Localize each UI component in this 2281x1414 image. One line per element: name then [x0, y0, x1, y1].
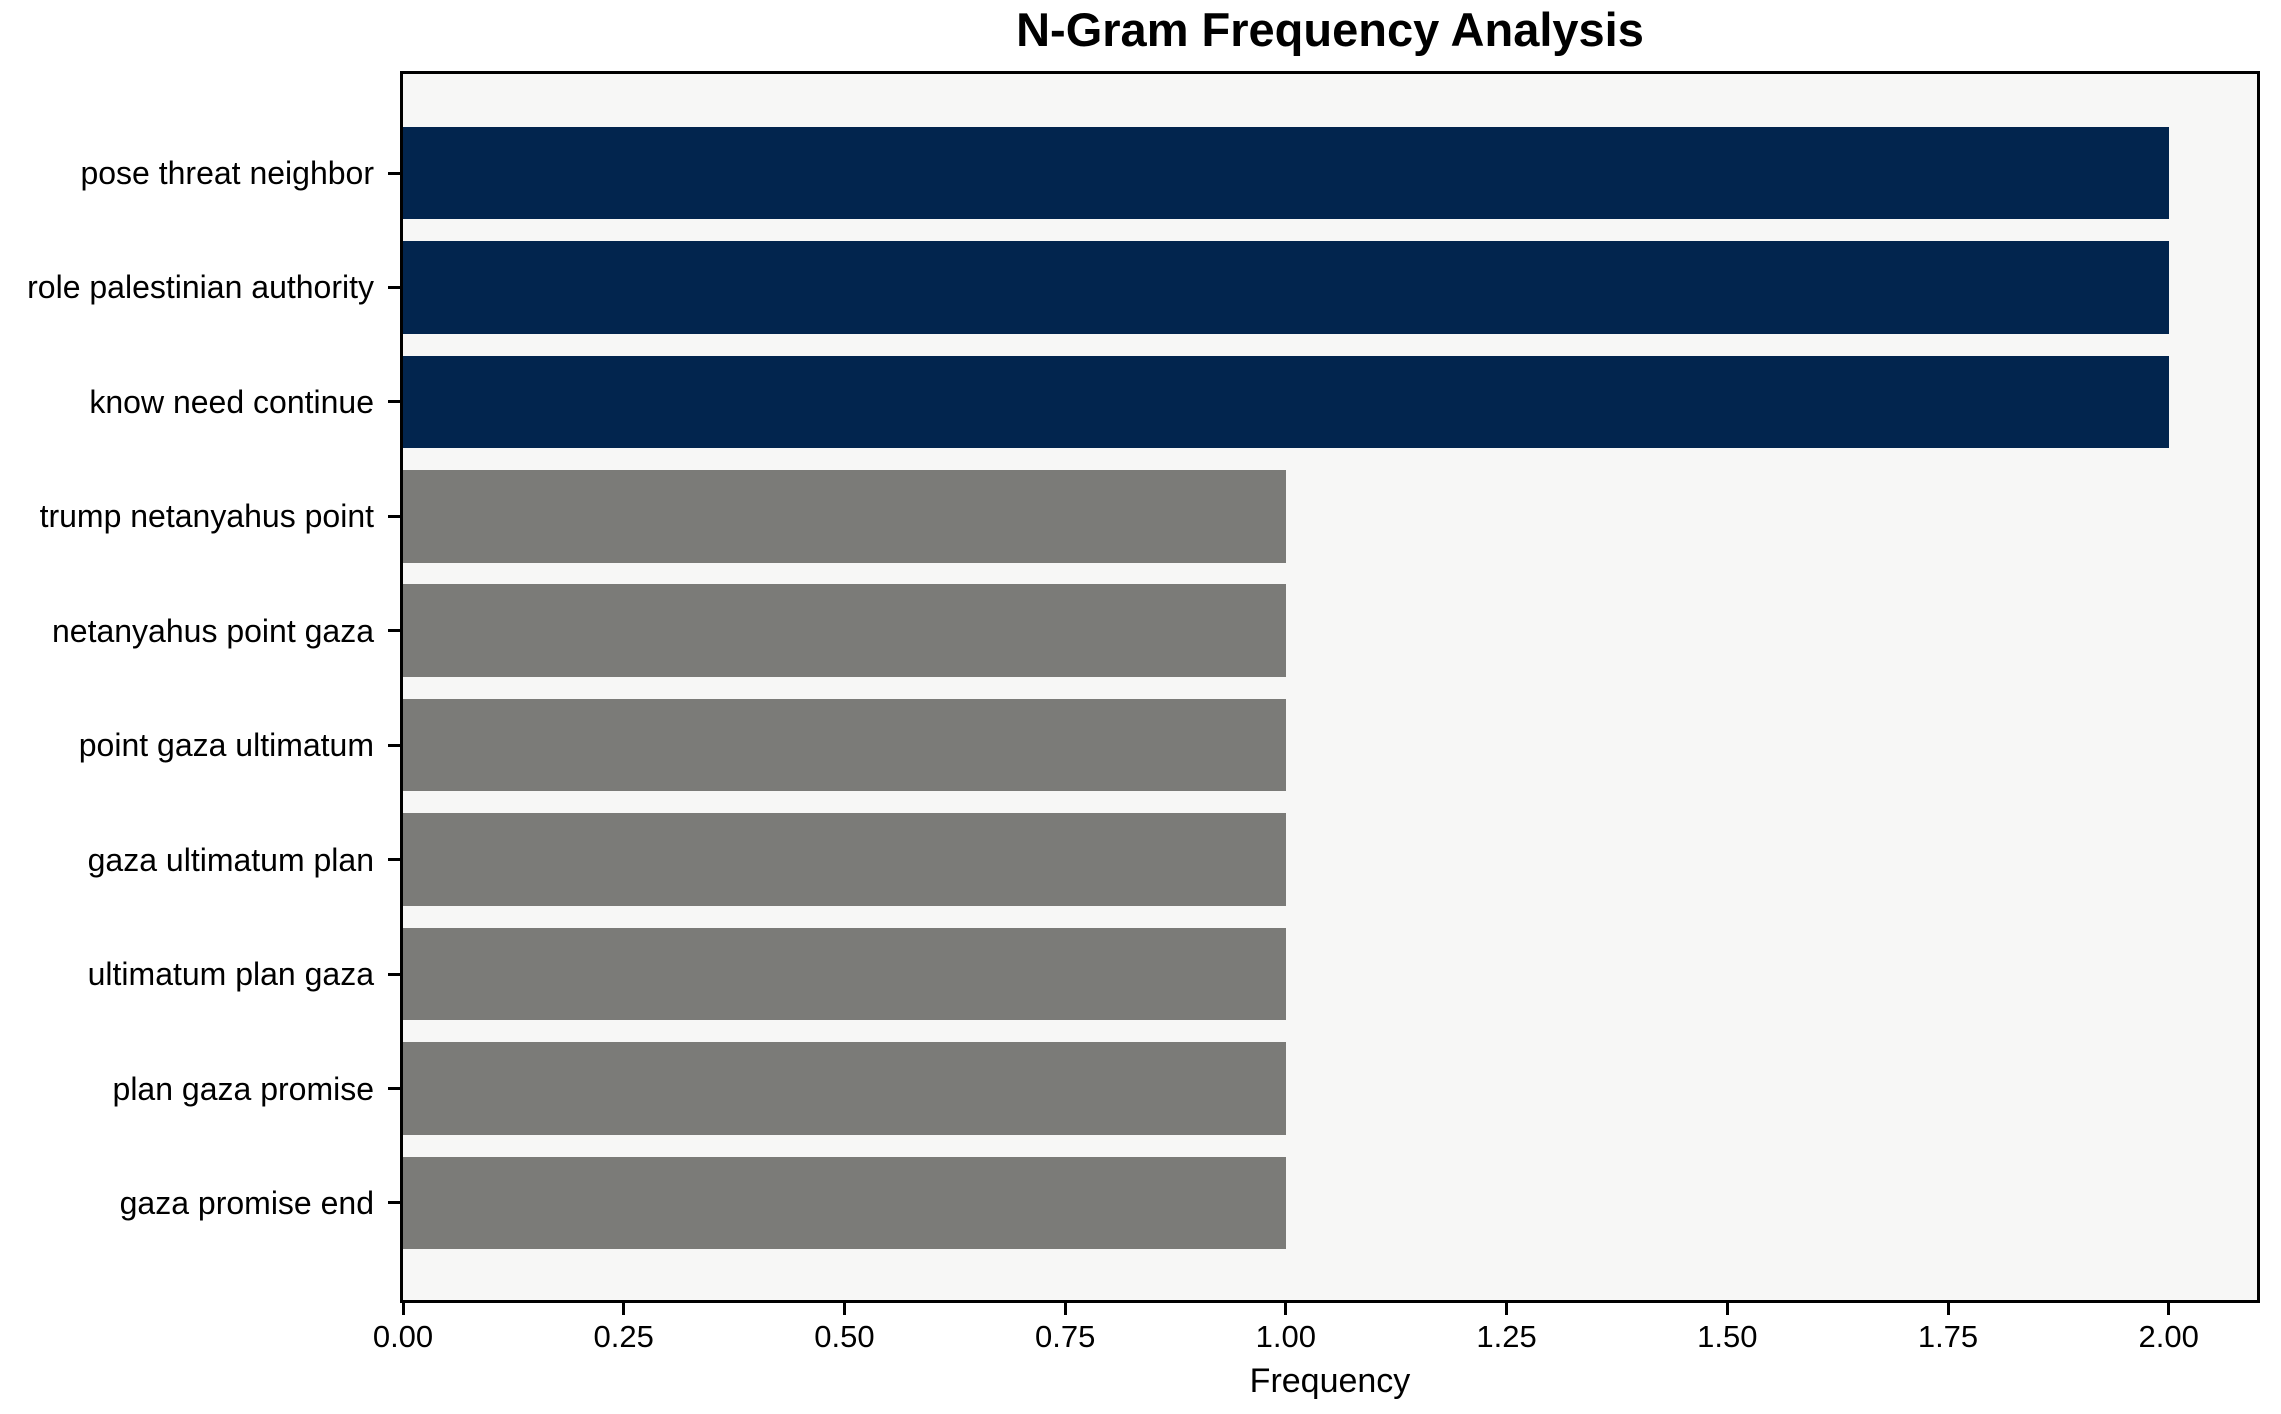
x-axis-tick: [1946, 1303, 1950, 1315]
bar: [403, 1042, 1286, 1135]
x-axis-tick: [401, 1303, 405, 1315]
y-axis-tick: [388, 629, 400, 633]
y-axis-tick-label: gaza promise end: [119, 1184, 374, 1221]
x-axis-tick: [1505, 1303, 1509, 1315]
x-axis-tick-label: 0.75: [1034, 1319, 1096, 1354]
bar: [403, 241, 2169, 334]
x-axis-tick: [2167, 1303, 2171, 1315]
x-axis-tick-label: 1.00: [1255, 1319, 1317, 1354]
bar: [403, 813, 1286, 906]
x-axis-tick-label: 0.00: [372, 1319, 434, 1354]
y-axis-tick-label: point gaza ultimatum: [78, 727, 374, 764]
y-axis-tick: [388, 285, 400, 289]
y-axis-tick-label: ultimatum plan gaza: [87, 956, 374, 993]
y-axis-tick: [388, 514, 400, 518]
bar: [403, 698, 1286, 792]
y-axis-tick: [388, 1201, 400, 1205]
y-axis-tick-label: plan gaza promise: [112, 1070, 374, 1107]
plot-area: [400, 71, 2260, 1303]
bar: [403, 584, 1286, 678]
x-axis-tick-label: 1.25: [1476, 1319, 1537, 1354]
x-axis-tick-label: 1.50: [1697, 1319, 1758, 1354]
x-axis-tick: [622, 1303, 626, 1315]
x-axis-tick-label: 2.00: [2138, 1319, 2199, 1354]
y-axis-tick: [388, 171, 400, 175]
y-axis-tick: [388, 743, 400, 747]
bar: [403, 126, 2169, 220]
y-axis-tick-label: trump netanyahus point: [39, 498, 374, 535]
y-axis-tick-label: netanyahus point gaza: [51, 612, 374, 649]
x-axis-tick-label: 0.25: [593, 1319, 654, 1354]
bar: [403, 470, 1286, 563]
bar: [403, 1156, 1286, 1250]
y-axis-tick-label: role palestinian authority: [27, 269, 374, 306]
y-axis-tick-label: know need continue: [89, 383, 374, 420]
y-axis-tick: [388, 858, 400, 862]
bar: [403, 927, 1286, 1021]
y-axis-tick-label: pose threat neighbor: [80, 155, 374, 191]
x-axis-tick: [842, 1303, 846, 1315]
x-axis-tick: [1063, 1303, 1067, 1315]
y-axis-tick: [388, 972, 400, 976]
bar: [403, 355, 2169, 449]
y-axis-tick: [388, 400, 400, 404]
y-axis-tick: [388, 1087, 400, 1091]
x-axis-tick: [1725, 1303, 1729, 1315]
y-axis-tick-label: gaza ultimatum plan: [87, 841, 374, 878]
x-axis-tick-label: 0.50: [814, 1319, 875, 1354]
x-axis-tick-label: 1.75: [1917, 1319, 1979, 1354]
x-axis-title: Frequency: [1249, 1362, 1411, 1400]
chart-title: N-Gram Frequency Analysis: [1016, 3, 1644, 56]
x-axis-tick: [1284, 1303, 1288, 1315]
